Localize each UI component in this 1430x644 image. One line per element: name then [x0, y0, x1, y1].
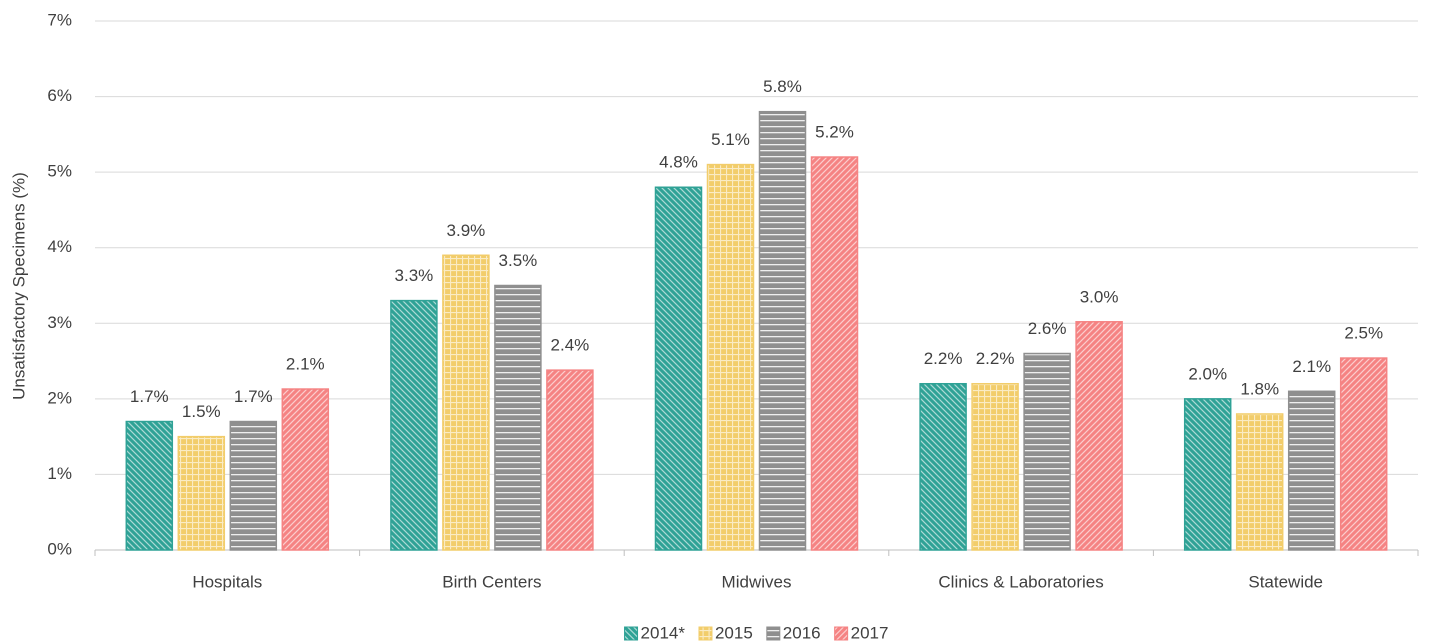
data-label: 5.1%	[711, 130, 750, 149]
bar	[1075, 321, 1123, 551]
data-label: 2.1%	[1292, 357, 1331, 376]
legend-label: 2014*	[641, 623, 686, 642]
bar	[1235, 413, 1284, 551]
bar	[1023, 352, 1071, 551]
x-tick-label: Clinics & Laboratories	[938, 572, 1103, 591]
y-tick-label: 7%	[47, 10, 72, 29]
x-tick-label: Midwives	[722, 572, 792, 591]
y-tick-label: 0%	[47, 539, 72, 558]
data-label: 3.5%	[499, 251, 538, 270]
data-label: 5.8%	[763, 77, 802, 96]
data-label: 5.2%	[815, 123, 854, 142]
data-label: 2.2%	[924, 349, 963, 368]
bar	[758, 110, 807, 551]
data-label: 3.0%	[1080, 287, 1119, 306]
legend-label: 2017	[851, 623, 889, 642]
bar	[494, 284, 542, 551]
y-tick-label: 3%	[47, 313, 72, 332]
y-tick-label: 6%	[47, 86, 72, 105]
data-label: 1.5%	[182, 402, 221, 421]
bar	[1183, 398, 1232, 551]
bar	[546, 369, 594, 551]
y-tick-label: 2%	[47, 388, 72, 407]
data-label: 2.6%	[1028, 319, 1067, 338]
data-label: 3.3%	[395, 266, 434, 285]
bar	[229, 420, 278, 551]
legend-swatch	[766, 626, 781, 641]
data-label: 1.7%	[130, 387, 169, 406]
y-tick-label: 5%	[47, 162, 72, 181]
bar	[281, 388, 330, 551]
data-label: 2.1%	[286, 355, 325, 374]
legend-label: 2016	[783, 623, 821, 642]
bar	[1287, 390, 1336, 551]
x-tick-label: Statewide	[1248, 572, 1323, 591]
data-label: 3.9%	[447, 221, 486, 240]
bar	[810, 156, 859, 551]
y-tick-label: 1%	[47, 464, 72, 483]
bar	[919, 382, 967, 551]
legend-swatch	[624, 626, 639, 641]
y-axis-label: Unsatisfactory Specimens (%)	[9, 172, 28, 400]
x-tick-label: Birth Centers	[442, 572, 541, 591]
legend-swatch	[834, 626, 849, 641]
bar	[1339, 357, 1388, 551]
data-label: 2.5%	[1344, 324, 1383, 343]
bar	[390, 299, 438, 551]
y-tick-label: 4%	[47, 237, 72, 256]
legend: 2014* 2015 2016 2017	[624, 623, 889, 642]
legend-swatch	[698, 626, 713, 641]
x-tick-label: Hospitals	[192, 572, 262, 591]
bar	[706, 163, 755, 551]
bar	[654, 186, 703, 551]
bar	[177, 435, 226, 551]
data-label: 2.4%	[551, 336, 590, 355]
legend-label: 2015	[715, 623, 753, 642]
bar	[125, 420, 174, 551]
data-label: 2.0%	[1188, 364, 1227, 383]
data-label: 1.8%	[1240, 379, 1279, 398]
bar	[442, 254, 490, 551]
bar	[971, 382, 1019, 551]
data-label: 1.7%	[234, 387, 273, 406]
data-label: 2.2%	[976, 349, 1015, 368]
data-label: 4.8%	[659, 153, 698, 172]
